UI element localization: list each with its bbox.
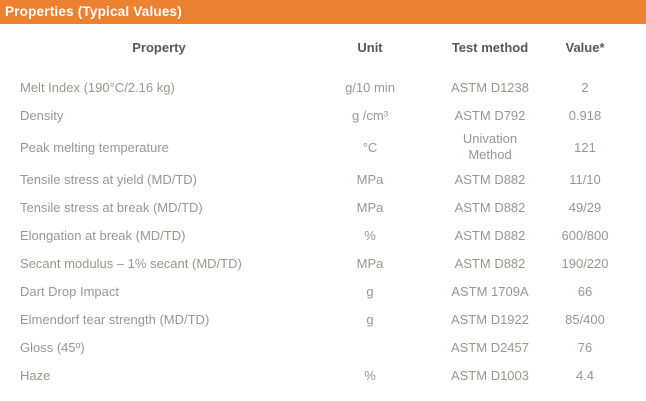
value-cell: 0.918 — [568, 107, 602, 123]
test-method-cell: ASTM D1238 — [450, 79, 530, 95]
value-cell: 49/29 — [568, 199, 602, 215]
property-cell: Secant modulus – 1% secant (MD/TD) — [20, 255, 242, 271]
table-row: Dart Drop Impact g ASTM 1709A 66 — [0, 277, 646, 305]
property-cell: Tensile stress at yield (MD/TD) — [20, 171, 197, 187]
unit-cell: MPa — [356, 199, 384, 215]
column-header-value: Value* — [565, 40, 605, 55]
test-method-cell: ASTM D1003 — [450, 367, 530, 383]
property-cell: Tensile stress at break (MD/TD) — [20, 199, 203, 215]
table-row: Haze % ASTM D1003 4.4 — [0, 361, 646, 389]
table-row: Tensile stress at break (MD/TD) MPa ASTM… — [0, 193, 646, 221]
test-method-cell: ASTM D882 — [454, 199, 526, 215]
table-row: Tensile stress at yield (MD/TD) MPa ASTM… — [0, 165, 646, 193]
unit-cell: MPa — [356, 255, 384, 271]
test-method-cell: Univation Method — [422, 129, 558, 165]
property-cell: Elongation at break (MD/TD) — [20, 227, 186, 243]
page-title: Properties (Typical Values) — [5, 4, 182, 19]
unit-cell: g — [366, 283, 374, 299]
test-method-cell: ASTM D882 — [454, 255, 526, 271]
property-cell: Density — [20, 107, 64, 123]
table-row: Elmendorf tear strength (MD/TD) g ASTM D… — [0, 305, 646, 333]
test-method-cell: ASTM D882 — [454, 171, 526, 187]
test-method-cell: ASTM D1922 — [450, 311, 530, 327]
properties-table: Property Unit Test method Value* Melt In… — [0, 24, 646, 389]
value-cell: 66 — [577, 283, 593, 299]
unit-cell: % — [364, 227, 376, 243]
unit-cell: MPa — [356, 171, 384, 187]
unit-cell: °C — [362, 139, 378, 155]
table-row: Peak melting temperature °C Univation Me… — [0, 129, 646, 165]
value-cell: 85/400 — [565, 311, 605, 327]
unit-cell — [318, 333, 422, 361]
unit-cell: g/10 min — [345, 79, 395, 95]
test-method-cell: ASTM D792 — [454, 107, 526, 123]
column-header-property: Property — [132, 40, 186, 55]
test-method-cell: ASTM D2457 — [450, 339, 530, 355]
value-cell: 190/220 — [561, 255, 609, 271]
table-row: Gloss (45º) ASTM D2457 76 — [0, 333, 646, 361]
value-cell: 4.4 — [575, 367, 595, 383]
value-cell: 600/800 — [561, 227, 609, 243]
unit-cell: g /cm³ — [351, 107, 389, 123]
table-row: Secant modulus – 1% secant (MD/TD) MPa A… — [0, 249, 646, 277]
test-method-text: Univation Method — [462, 130, 518, 162]
property-cell: Dart Drop Impact — [20, 283, 119, 299]
value-cell: 121 — [574, 139, 596, 155]
table-row: Density g /cm³ ASTM D792 0.918 — [0, 101, 646, 129]
value-cell: 76 — [577, 339, 593, 355]
value-cell: 11/10 — [569, 171, 601, 187]
property-cell: Melt Index (190°C/2.16 kg) — [20, 79, 175, 95]
table-row: Melt Index (190°C/2.16 kg) g/10 min ASTM… — [0, 73, 646, 101]
value-cell: 2 — [581, 79, 589, 95]
property-cell: Peak melting temperature — [20, 139, 169, 155]
unit-cell: % — [364, 367, 376, 383]
column-header-unit: Unit — [357, 40, 383, 55]
test-method-cell: ASTM 1709A — [451, 283, 529, 299]
table-header-row: Property Unit Test method Value* — [0, 24, 646, 73]
table-row: Elongation at break (MD/TD) % ASTM D882 … — [0, 221, 646, 249]
property-cell: Gloss (45º) — [20, 339, 85, 355]
unit-cell: g — [366, 311, 374, 327]
column-header-test-method: Test method — [451, 40, 529, 55]
test-method-cell: ASTM D882 — [454, 227, 526, 243]
title-bar: Properties (Typical Values) — [0, 0, 646, 24]
property-cell: Elmendorf tear strength (MD/TD) — [20, 311, 210, 327]
property-cell: Haze — [20, 367, 51, 383]
